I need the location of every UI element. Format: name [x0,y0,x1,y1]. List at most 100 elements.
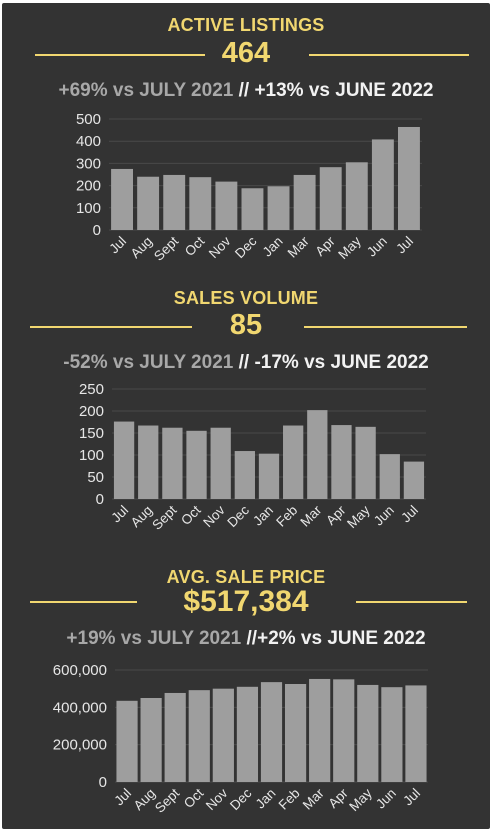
rule-left [30,326,192,328]
rule-right [304,326,467,328]
compare-month: +13% vs JUNE 2022 [249,80,434,101]
x-tick-label: Sept [149,502,179,532]
rule-left [35,54,205,56]
x-tick-label: Apr [325,785,351,811]
x-tick-label: Mar [297,502,324,529]
section-title: ACTIVE LISTINGS [167,15,325,35]
x-tick-label: Sept [151,233,181,263]
bar-nov-4 [215,181,238,230]
compare-separator: // [238,352,250,373]
x-tick-label: Oct [181,785,207,811]
x-tick-label: Mar [285,233,312,260]
bar-apr-8 [319,167,342,230]
bar-feb-7 [283,425,304,499]
bar-aug-1 [137,176,160,230]
bar-apr-9 [333,679,355,782]
x-tick-label: Jan [253,786,279,812]
bar-oct-3 [186,430,207,499]
x-tick-label: Aug [128,503,156,531]
section-title: SALES VOLUME [173,288,319,308]
compare-year: -52% vs JULY 2021 [63,352,239,373]
comparison-line: -52% vs JULY 2021 // -17% vs JUNE 2022 [2,352,490,374]
y-tick-label: 200 [76,178,101,195]
y-tick-label: 50 [87,469,104,486]
x-tick-label: Jun [373,786,399,812]
y-tick-label: 600,000 [53,662,107,679]
headline-value: 85 [229,309,263,341]
bar-jun-11 [379,454,400,499]
bar-feb-7 [284,684,307,782]
x-tick-label: Dec [227,785,255,813]
bar-nov-4 [212,688,234,782]
bar-may-10 [357,684,379,782]
infographic-panel: ACTIVE LISTINGS 464 +69% vs JULY 2021 //… [2,3,490,829]
x-tick-label: Sept [152,785,182,815]
x-tick-label: Oct [182,233,208,259]
x-tick-label: May [346,785,375,814]
bar-jun-11 [381,687,403,782]
x-tick-label: Aug [128,234,156,262]
bar-may-10 [355,426,376,499]
section-avg-sale-price: AVG. SALE PRICE $517,384 +19% vs JULY 20… [2,555,490,829]
y-tick-label: 0 [96,491,104,508]
y-tick-label: 200 [79,403,104,420]
headline-value: 464 [221,37,271,69]
x-tick-label: Apr [323,502,349,528]
bar-jul-11 [398,126,420,230]
bar-oct-3 [189,177,212,230]
x-tick-label: Nov [206,233,234,261]
bar-sept-2 [162,427,183,499]
y-tick-label: 100 [79,447,104,464]
bar-jul-0 [113,421,135,499]
x-tick-label: Jul [400,786,423,809]
y-tick-label: 0 [93,222,101,239]
bar-may-9 [345,162,368,230]
compare-year: +69% vs JULY 2021 [58,80,239,101]
compare-separator: // [238,80,250,101]
headline-value: $517,384 [183,585,309,618]
section-active-listings: ACTIVE LISTINGS 464 +69% vs JULY 2021 //… [2,3,490,275]
x-tick-label: Dec [232,233,260,261]
bar-mar-8 [307,410,328,499]
bar-jul-0 [111,168,133,230]
bar-mar-8 [309,678,331,782]
bar-jul-12 [403,461,425,499]
rule-right [309,54,469,56]
x-tick-label: Jul [111,786,134,809]
comparison-line: +69% vs JULY 2021 // +13% vs JUNE 2022 [2,80,490,102]
sales-volume-bar-chart: 050100150200250JulAugSeptOctNovDecJanFeb… [79,381,426,533]
x-tick-label: Jul [106,234,129,257]
bar-nov-4 [210,427,231,499]
x-tick-label: Jan [250,503,276,529]
x-tick-label: Apr [312,233,338,259]
rule-left [30,601,137,603]
x-tick-label: Mar [300,785,327,812]
compare-year: +19% vs JULY 2021 [66,628,247,649]
x-tick-label: Jun [364,234,390,260]
avg-sale-price-bar-chart: 0200,000400,000600,000JulAugSeptOctNovDe… [53,662,428,816]
comparison-line: +19% vs JULY 2021 //+2% vs JUNE 2022 [2,628,490,650]
x-tick-label: May [335,233,364,262]
y-tick-label: 250 [79,381,104,398]
y-tick-label: 400,000 [53,699,107,716]
bar-sept-2 [163,174,186,230]
bar-mar-7 [293,174,316,230]
x-tick-label: Dec [224,502,252,530]
y-tick-label: 100 [76,200,101,217]
y-tick-label: 300 [76,155,101,172]
x-tick-label: Nov [203,785,231,813]
x-tick-label: Jul [108,503,131,526]
bar-apr-9 [331,425,352,499]
x-tick-label: Aug [131,786,159,814]
y-tick-label: 150 [79,425,104,442]
bar-jun-10 [371,139,394,230]
bar-oct-3 [188,690,210,782]
x-tick-label: Jan [260,234,286,260]
y-tick-label: 0 [99,774,107,791]
compare-separator: // [246,628,258,649]
bar-aug-1 [140,698,162,782]
y-tick-label: 400 [76,133,101,150]
bar-jan-6 [258,453,280,499]
y-tick-label: 200,000 [53,737,107,754]
